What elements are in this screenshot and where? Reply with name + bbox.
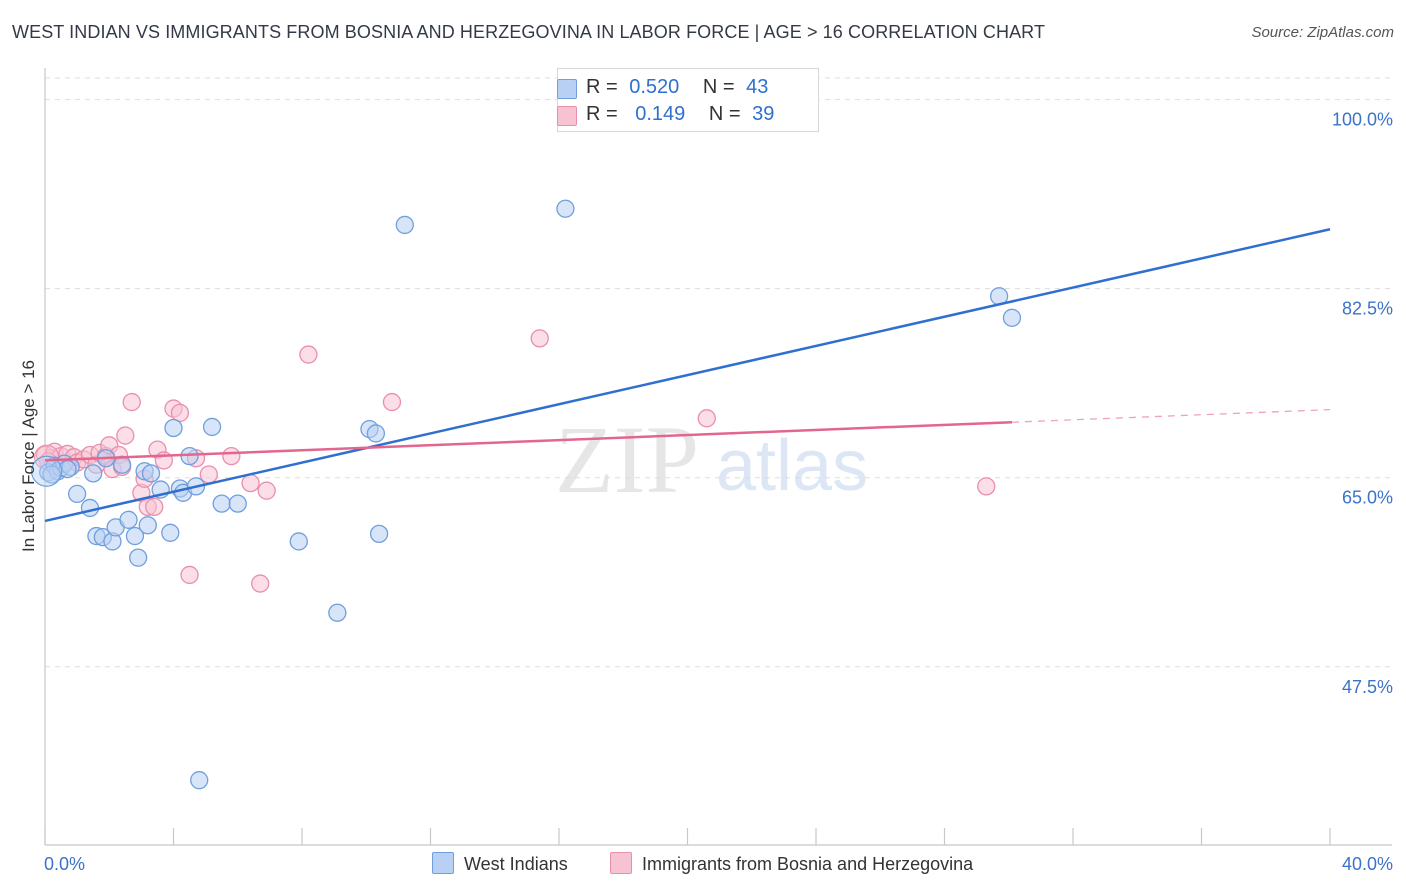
y-tick-label: 100.0% [1332, 110, 1393, 130]
point-west-indians [369, 524, 389, 544]
grid-lines [45, 77, 1392, 668]
point-bosnia [251, 574, 270, 593]
trend-line-west-indians [44, 228, 1331, 523]
legend-r-label: R = [586, 103, 618, 125]
bottom-legend-swatch-pink [610, 852, 632, 874]
x-tick-label: 0.0% [44, 854, 85, 874]
bottom-legend-bosnia: Immigrants from Bosnia and Herzegovina [610, 852, 973, 875]
point-bosnia [241, 473, 260, 493]
point-west-indians [289, 532, 308, 551]
legend-n-label: N = [708, 103, 741, 125]
point-bosnia [382, 392, 402, 412]
point-bosnia [257, 481, 276, 500]
point-west-indians [190, 771, 209, 790]
point-west-indians [119, 510, 138, 529]
tick-labels: 100.0% 82.5% 65.0% 47.5% 0.0% 40.0% [44, 110, 1393, 874]
point-west-indians-large [31, 455, 63, 487]
legend-r-value: 0.149 [635, 103, 686, 125]
legend-r-label: R = [586, 76, 618, 98]
point-west-indians [228, 494, 247, 513]
bottom-legend-swatch-blue [432, 852, 454, 874]
point-west-indians [556, 199, 575, 218]
point-west-indians [141, 464, 161, 483]
legend-swatch-blue [557, 79, 577, 99]
y-tick-label: 82.5% [1342, 299, 1393, 319]
point-west-indians [328, 603, 347, 622]
trend-lines [44, 228, 1331, 523]
point-west-indians [164, 418, 183, 438]
trend-line-bosnia [44, 420, 1013, 462]
point-west-indians [366, 424, 386, 443]
source-credit: Source: ZipAtlas.com [1251, 24, 1394, 41]
point-bosnia [116, 426, 135, 445]
point-west-indians [138, 516, 157, 535]
point-west-indians [395, 215, 414, 235]
point-west-indians [42, 465, 61, 484]
trend-line-bosnia-dashed [1011, 408, 1331, 423]
chart-title: WEST INDIAN VS IMMIGRANTS FROM BOSNIA AN… [12, 22, 1046, 42]
point-west-indians [84, 464, 103, 483]
watermark-zip: ZIP [555, 406, 699, 513]
point-west-indians [129, 548, 148, 567]
point-west-indians [67, 484, 87, 504]
point-bosnia [180, 565, 199, 585]
legend-row-west-indians: R = 0.520 N = 43 [557, 76, 769, 99]
point-west-indians [202, 417, 222, 437]
legend-n-label: N = [702, 76, 735, 98]
point-bosnia [530, 329, 549, 348]
x-tick-label: 40.0% [1342, 854, 1393, 874]
point-west-indians [1002, 308, 1022, 327]
watermark: ZIP atlas [555, 406, 868, 513]
point-bosnia [299, 345, 318, 364]
legend-swatch-pink [557, 106, 577, 126]
y-tick-label: 65.0% [1342, 488, 1393, 508]
series-west-indians-points [31, 199, 1022, 790]
y-tick-label: 47.5% [1342, 677, 1393, 697]
point-bosnia [170, 403, 190, 423]
point-bosnia [697, 409, 716, 428]
bottom-legend-label: West Indians [464, 854, 568, 874]
point-bosnia [977, 477, 996, 496]
point-bosnia [122, 392, 141, 412]
legend-r-value: 0.520 [629, 76, 680, 98]
legend-row-bosnia: R = 0.149 N = 39 [557, 103, 775, 126]
point-west-indians [161, 523, 180, 542]
stats-legend: R = 0.520 N = 43 R = 0.149 N = 39 [557, 68, 819, 132]
point-west-indians [125, 526, 145, 546]
point-bosnia [222, 446, 241, 466]
watermark-atlas: atlas [716, 426, 868, 506]
bottom-legend-west-indians: West Indians [432, 852, 568, 875]
point-bosnia [145, 497, 164, 517]
point-west-indians [80, 498, 100, 518]
legend-n-value: 39 [752, 103, 775, 125]
y-axis-label: In Labor Force | Age > 16 [19, 360, 38, 552]
bottom-legend-label: Immigrants from Bosnia and Herzegovina [642, 854, 974, 874]
legend-n-value: 43 [746, 76, 769, 98]
point-west-indians [212, 494, 231, 513]
